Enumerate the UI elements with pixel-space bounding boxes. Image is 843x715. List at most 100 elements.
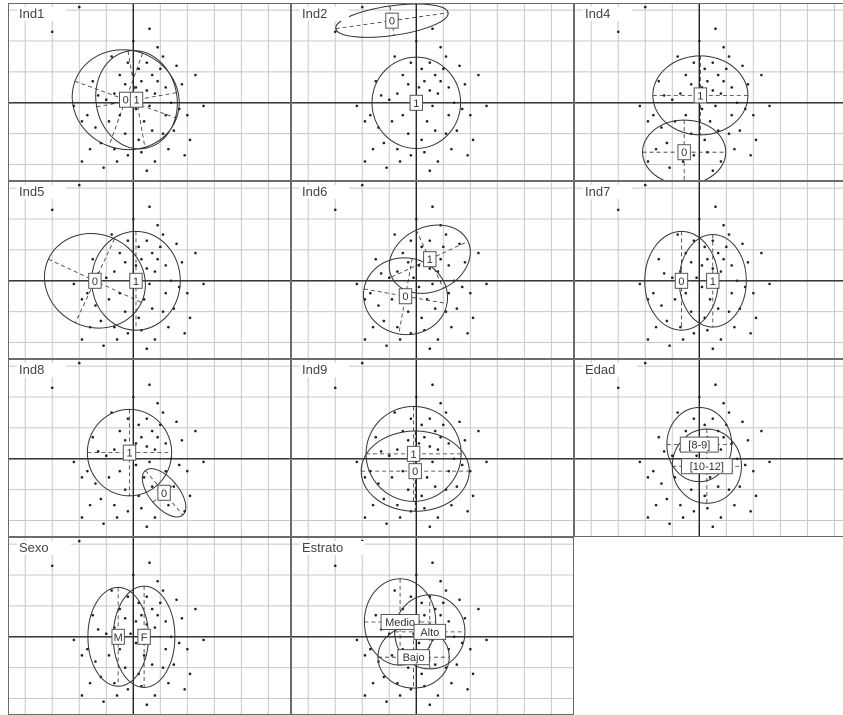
data-point — [673, 298, 677, 301]
panel-title: Edad — [583, 363, 638, 377]
data-point — [398, 338, 402, 341]
group-label-box — [385, 12, 399, 29]
data-point — [104, 276, 108, 280]
data-point — [183, 687, 186, 691]
data-point — [439, 45, 442, 49]
data-point — [164, 469, 168, 473]
data-point — [145, 595, 149, 598]
data-point — [423, 150, 426, 154]
data-point — [477, 429, 480, 433]
data-point — [684, 429, 688, 433]
data-point — [646, 160, 650, 163]
data-point — [123, 132, 127, 135]
panel-ind1: 0 1 Ind1 — [8, 3, 291, 181]
data-point — [679, 325, 682, 329]
data-point — [463, 438, 467, 442]
data-point — [455, 129, 459, 132]
data-point — [417, 86, 421, 89]
panel-title: Sexo — [17, 541, 71, 555]
data-point — [148, 383, 151, 387]
data-point — [697, 217, 701, 221]
ellipse-minor-axis — [415, 229, 444, 289]
group-label: 1 — [411, 449, 417, 461]
panel-ind4: 1 0 Ind4 — [574, 3, 843, 181]
data-point — [660, 126, 663, 129]
data-point — [466, 687, 469, 691]
data-point — [398, 694, 402, 697]
data-point — [363, 654, 367, 657]
data-point — [463, 616, 467, 620]
data-point — [91, 257, 95, 261]
data-point — [88, 681, 92, 685]
data-point — [137, 423, 140, 427]
panel-title: Ind6 — [300, 185, 350, 199]
data-point — [107, 120, 111, 123]
data-point — [442, 245, 445, 249]
data-point — [722, 45, 725, 49]
data-point — [471, 494, 475, 498]
data-point — [711, 89, 715, 92]
data-point — [110, 55, 113, 58]
data-point — [433, 485, 437, 488]
panel-plot: 10 — [9, 360, 290, 536]
data-point — [455, 663, 459, 666]
data-point — [194, 251, 197, 255]
data-point — [477, 251, 480, 255]
data-point — [455, 307, 459, 310]
group-label-box — [137, 628, 151, 645]
ellipse-outline — [388, 224, 471, 294]
data-point — [363, 516, 367, 519]
data-point — [113, 448, 116, 451]
data-point — [727, 55, 731, 58]
data-point — [679, 503, 682, 507]
data-point — [703, 245, 706, 249]
data-point — [722, 435, 725, 439]
data-point — [167, 325, 170, 329]
data-point — [371, 681, 375, 685]
data-point — [442, 423, 445, 427]
group-label: 1 — [697, 90, 703, 102]
data-point — [652, 469, 655, 473]
panel-ind6: 1 0 Ind6 — [291, 181, 574, 359]
group-ellipse-0 — [360, 430, 470, 512]
data-point — [719, 270, 723, 273]
panel-plot: 10 — [575, 4, 843, 180]
data-point — [123, 488, 127, 491]
data-point — [374, 613, 378, 617]
data-point — [689, 488, 693, 491]
data-point — [371, 147, 375, 151]
data-point — [417, 285, 421, 289]
data-point — [167, 503, 170, 507]
data-point — [355, 460, 359, 464]
data-point — [104, 98, 108, 102]
data-point — [167, 147, 170, 151]
data-point — [145, 445, 149, 448]
data-point — [110, 589, 113, 592]
data-point — [398, 516, 402, 519]
panel-ind8: 1 0 Ind8 — [8, 359, 291, 537]
data-point — [145, 239, 149, 242]
data-point — [194, 607, 197, 611]
data-point — [444, 233, 448, 236]
data-point — [123, 616, 127, 620]
data-point — [150, 429, 154, 433]
data-point — [88, 147, 92, 151]
data-point — [657, 435, 661, 439]
data-point — [485, 282, 488, 286]
data-point — [396, 270, 399, 273]
data-point — [436, 160, 440, 163]
data-point — [406, 488, 410, 491]
data-point — [458, 242, 461, 246]
data-point — [716, 307, 720, 310]
data-point — [719, 516, 723, 519]
data-point — [134, 641, 138, 645]
data-point — [363, 694, 367, 697]
data-point — [159, 245, 162, 249]
data-point — [385, 166, 388, 169]
data-point — [428, 703, 432, 707]
data-point — [150, 129, 154, 132]
data-point — [385, 700, 388, 703]
data-point — [161, 411, 165, 414]
data-point — [708, 476, 712, 479]
